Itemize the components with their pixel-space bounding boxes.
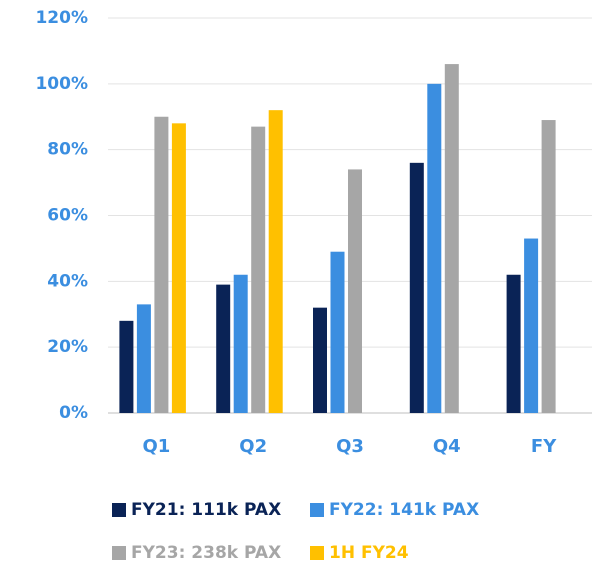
bar bbox=[348, 169, 362, 413]
legend-label: FY22: 141k PAX bbox=[329, 500, 479, 520]
bar bbox=[268, 110, 283, 414]
legend-label: 1H FY24 bbox=[329, 543, 409, 563]
bar bbox=[216, 284, 231, 413]
y-tick-label: 60% bbox=[47, 206, 88, 226]
bar bbox=[444, 64, 459, 413]
y-tick-label: 100% bbox=[35, 74, 88, 94]
legend-swatch bbox=[310, 503, 324, 517]
y-tick-label: 120% bbox=[35, 8, 88, 28]
y-tick-label: 40% bbox=[47, 271, 88, 291]
bar bbox=[171, 123, 186, 413]
bar bbox=[154, 116, 169, 413]
x-tick-label: Q2 bbox=[239, 436, 267, 457]
x-tick-label: Q4 bbox=[433, 436, 461, 457]
legend-swatch bbox=[310, 546, 324, 560]
bar bbox=[541, 120, 556, 414]
bar bbox=[427, 83, 442, 413]
bar bbox=[330, 251, 345, 413]
bar bbox=[136, 304, 151, 413]
y-tick-label: 0% bbox=[59, 403, 88, 423]
bar bbox=[524, 238, 539, 413]
x-tick-label: Q3 bbox=[336, 436, 364, 457]
x-tick-label: Q1 bbox=[142, 436, 170, 457]
bar bbox=[233, 274, 248, 413]
bar bbox=[119, 320, 134, 413]
bar bbox=[313, 307, 327, 413]
x-tick-label: FY bbox=[531, 436, 557, 457]
legend-swatch bbox=[112, 546, 126, 560]
y-tick-label: 80% bbox=[47, 140, 88, 160]
bar bbox=[409, 162, 424, 413]
legend-label: FY23: 238k PAX bbox=[131, 543, 281, 563]
y-tick-label: 20% bbox=[47, 337, 88, 357]
legend-label: FY21: 111k PAX bbox=[131, 500, 281, 520]
bar bbox=[506, 274, 521, 413]
legend-swatch bbox=[112, 503, 126, 517]
bar bbox=[251, 126, 266, 413]
